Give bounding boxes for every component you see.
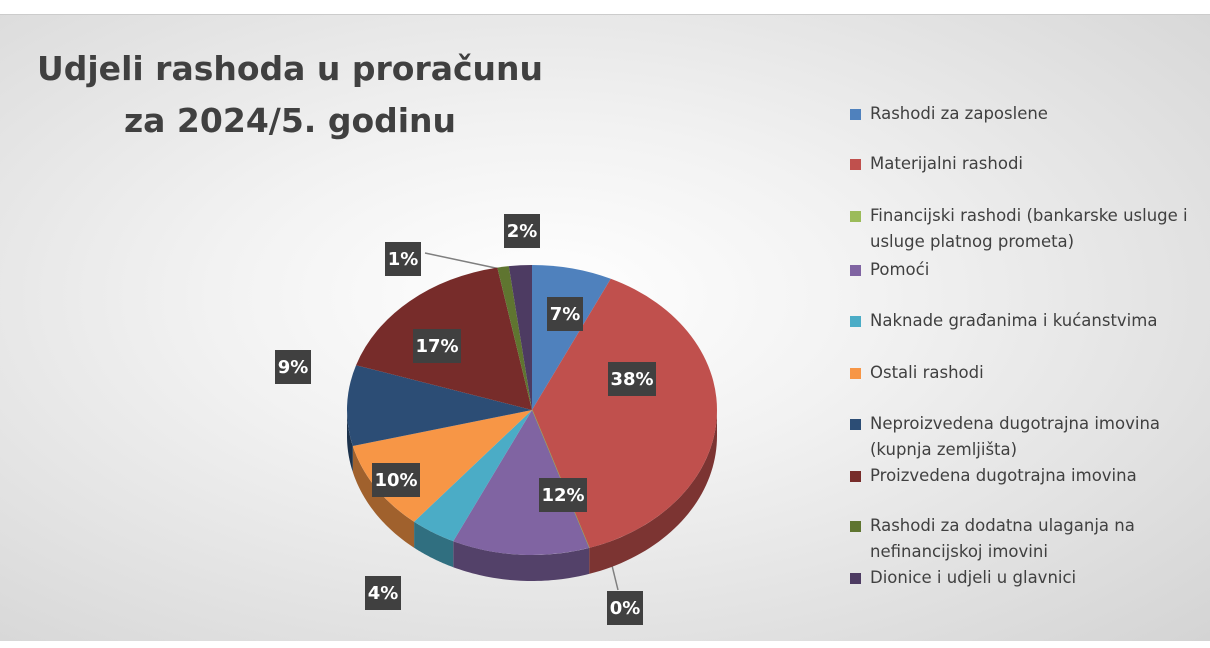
legend-swatch <box>850 159 861 170</box>
data-label-box <box>372 463 420 497</box>
data-label: 17% <box>415 336 458 357</box>
slice <box>497 266 532 410</box>
data-label: 7% <box>550 304 581 325</box>
data-label-box <box>504 214 540 248</box>
legend-item: Rashodi za dodatna ulaganja na nefinanci… <box>850 513 1210 565</box>
legend-label: Rashodi za dodatna ulaganja na nefinanci… <box>870 516 1135 561</box>
legend-swatch <box>850 368 861 379</box>
data-label: 2% <box>507 221 538 242</box>
data-label: 1% <box>388 249 419 270</box>
slice <box>346 365 532 447</box>
slice-side <box>347 410 353 473</box>
chart-title: Udjeli rashoda u proračunu za 2024/5. go… <box>36 49 544 140</box>
legend-label: Pomoći <box>870 260 930 279</box>
chart-area: Udjeli rashoda u proračunu za 2024/5. go… <box>0 14 1210 641</box>
legend-label: Neproizvedena dugotrajna imovina (kupnja… <box>870 414 1161 459</box>
legend-item: Neproizvedena dugotrajna imovina (kupnja… <box>850 411 1210 463</box>
legend-label: Financijski rashodi (bankarske usluge i … <box>870 206 1188 251</box>
data-label: 9% <box>278 357 309 378</box>
legend-item: Naknade građanima i kućanstvima <box>850 308 1210 334</box>
legend-item: Ostali rashodi <box>850 360 1210 386</box>
pie-chart: 7% 38% 0% 12% 4% 10% 9% 17% 1% 2% <box>275 214 717 625</box>
data-label-box <box>365 576 401 610</box>
legend-label: Naknade građanima i kućanstvima <box>870 311 1158 330</box>
legend-label: Materijalni rashodi <box>870 154 1024 173</box>
legend-label: Proizvedena dugotrajna imovina <box>870 466 1137 485</box>
legend-label: Ostali rashodi <box>870 363 984 382</box>
legend-item: Proizvedena dugotrajna imovina <box>850 463 1210 489</box>
legend-swatch <box>850 211 861 222</box>
legend-swatch <box>850 316 861 327</box>
data-label: 4% <box>368 583 399 604</box>
data-label-box <box>385 242 421 276</box>
data-label-box <box>275 350 311 384</box>
legend-swatch <box>850 419 861 430</box>
data-label: 38% <box>610 369 653 390</box>
legend-item: Materijalni rashodi <box>850 151 1210 177</box>
legend-swatch <box>850 573 861 584</box>
legend-item: Financijski rashodi (bankarske usluge i … <box>850 203 1210 255</box>
data-label-box <box>413 329 461 363</box>
legend: Rashodi za zaposlene Materijalni rashodi F… <box>838 15 1208 641</box>
legend-swatch <box>850 109 861 120</box>
legend-item: Rashodi za zaposlene <box>850 101 1210 127</box>
legend-label: Dionice i udjeli u glavnici <box>870 568 1077 587</box>
data-label: 10% <box>374 470 417 491</box>
data-label: 12% <box>541 485 584 506</box>
data-label-box <box>547 297 583 331</box>
legend-swatch <box>850 265 861 276</box>
leader-line <box>424 252 506 271</box>
data-label-box <box>607 591 643 625</box>
slice-side <box>589 410 717 574</box>
legend-swatch <box>850 471 861 482</box>
slice-side <box>453 541 590 581</box>
legend-item: Pomoći <box>850 257 1210 283</box>
legend-item: Dionice i udjeli u glavnici <box>850 565 1210 591</box>
legend-swatch <box>850 521 861 532</box>
legend-label: Rashodi za zaposlene <box>870 104 1048 123</box>
slice <box>453 410 590 555</box>
slice-side <box>414 521 454 568</box>
slice <box>508 265 532 410</box>
slice <box>414 410 532 542</box>
data-label: 0% <box>610 598 641 619</box>
data-label-box <box>608 362 656 396</box>
data-label-box <box>539 478 587 512</box>
